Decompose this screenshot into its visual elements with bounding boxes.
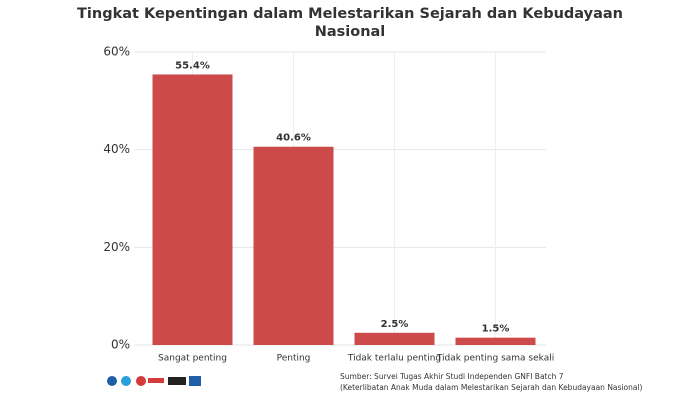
data-label: 55.4%: [175, 60, 210, 71]
logos: [107, 376, 201, 386]
bar: [455, 337, 536, 345]
bar: [354, 332, 435, 345]
data-label: 1.5%: [482, 324, 510, 335]
source-note: (Keterlibatan Anak Muda dalam Melestarik…: [340, 383, 643, 392]
logo: [136, 376, 146, 386]
chart-title: Nasional: [315, 24, 386, 40]
bar: [152, 74, 233, 346]
logo: [168, 377, 186, 385]
x-tick-label: Sangat penting: [158, 354, 227, 364]
logo: [107, 376, 117, 386]
x-tick-label: Tidak terlalu penting: [347, 354, 441, 364]
y-tick-label: 40%: [103, 142, 130, 156]
source-note: Sumber: Survei Tugas Akhir Studi Indepen…: [340, 372, 564, 381]
logo: [148, 378, 164, 383]
y-tick-label: 20%: [103, 240, 130, 254]
bar: [253, 146, 334, 345]
x-tick-label: Penting: [277, 354, 311, 364]
data-label: 40.6%: [276, 133, 311, 144]
logo: [121, 376, 131, 386]
logo: [189, 376, 201, 386]
data-label: 2.5%: [381, 319, 409, 330]
chart-title: Tingkat Kepentingan dalam Melestarikan S…: [77, 6, 623, 22]
x-tick-label: Tidak penting sama sekali: [436, 354, 554, 364]
y-tick-label: 60%: [103, 45, 130, 59]
y-tick-label: 0%: [111, 338, 130, 352]
